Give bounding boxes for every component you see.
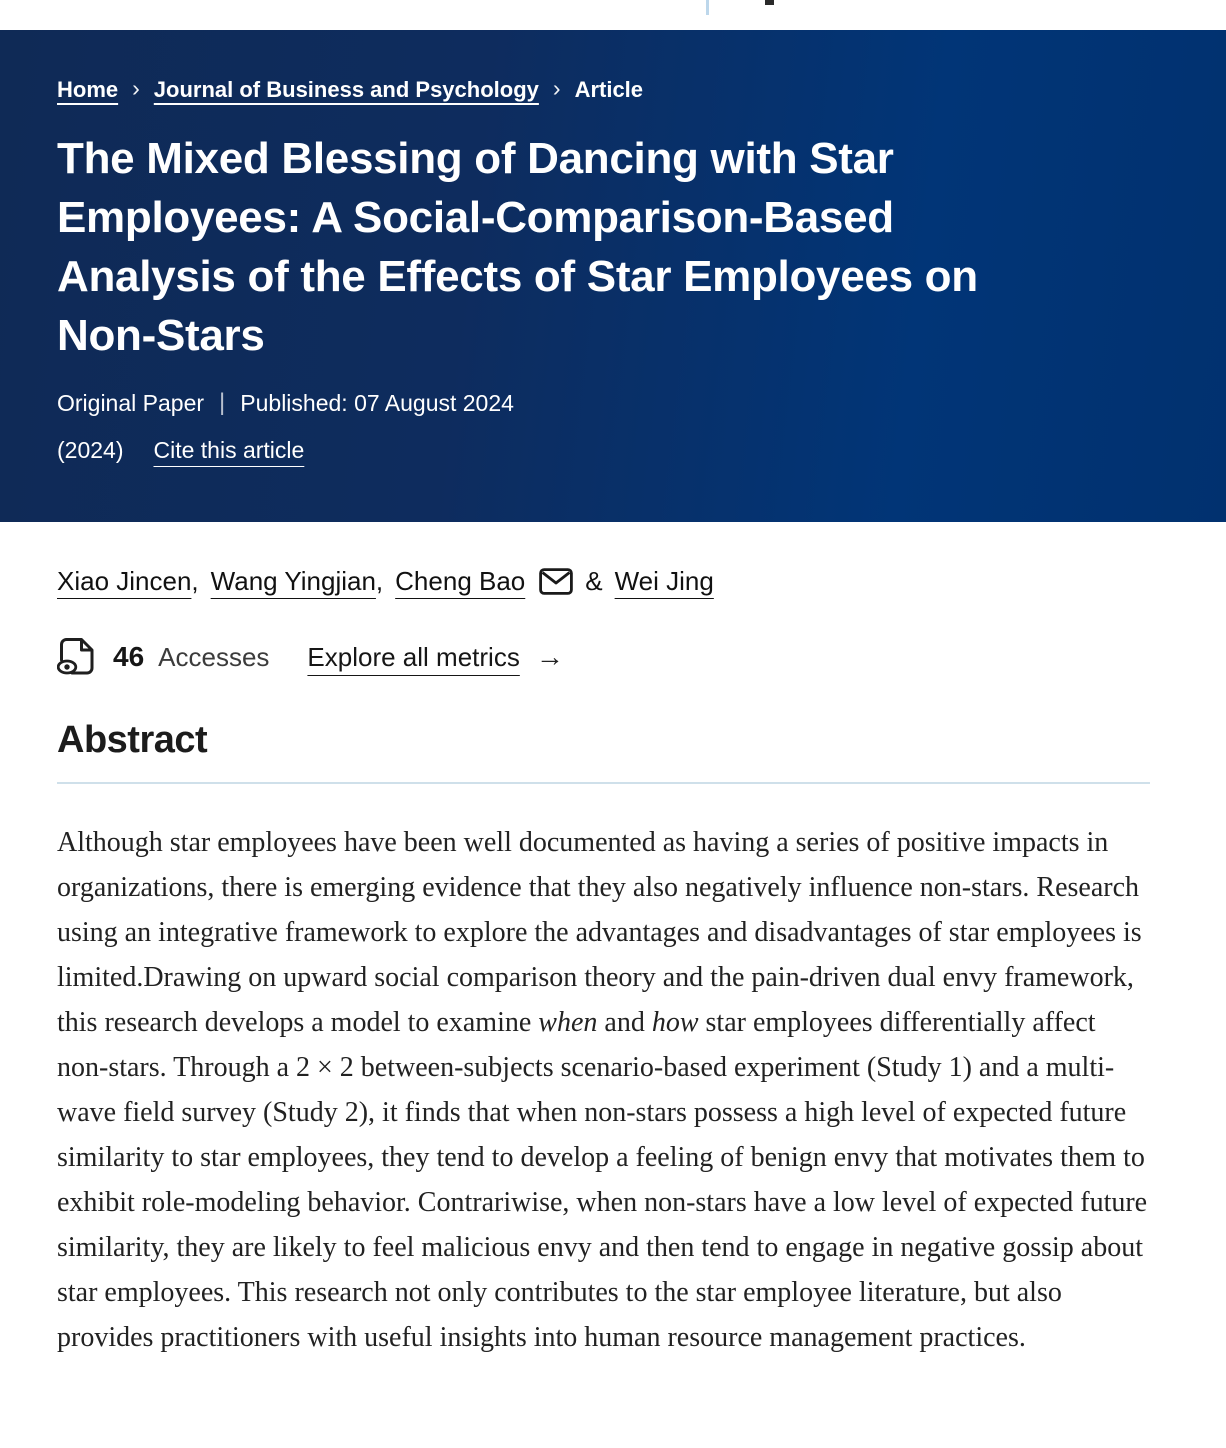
accesses-count: 46 bbox=[113, 641, 145, 672]
site-topbar bbox=[0, 0, 1226, 30]
article-title-line: Employees: A Social-Comparison-Based bbox=[57, 193, 894, 242]
arrow-right-icon[interactable]: → bbox=[535, 641, 564, 672]
article-title-line: Analysis of the Effects of Star Employee… bbox=[57, 252, 978, 301]
email-icon[interactable] bbox=[539, 568, 574, 595]
article-content: Xiao Jincen , Wang Yingjian , Cheng Bao … bbox=[0, 566, 1150, 1360]
breadcrumb-home-link[interactable]: Home bbox=[57, 76, 119, 102]
author-separator: , bbox=[375, 566, 384, 596]
section-divider bbox=[57, 782, 1150, 784]
article-title-line: The Mixed Blessing of Dancing with Star bbox=[57, 134, 894, 183]
article-title: The Mixed Blessing of Dancing with Star … bbox=[57, 129, 1152, 365]
article-header: Home › Journal of Business and Psycholog… bbox=[0, 30, 1226, 522]
author-link-wang-yingjian[interactable]: Wang Yingjian bbox=[210, 566, 376, 596]
abstract-heading: Abstract bbox=[57, 719, 208, 761]
published-date: Published: 07 August 2024 bbox=[240, 389, 514, 416]
search-icon[interactable] bbox=[765, 0, 774, 5]
breadcrumb-journal-link[interactable]: Journal of Business and Psychology bbox=[153, 76, 539, 102]
article-type-label: Original Paper bbox=[57, 389, 205, 416]
meta-divider: | bbox=[219, 389, 226, 416]
author-separator: , bbox=[191, 566, 199, 596]
chevron-right-icon: › bbox=[552, 75, 561, 101]
volume-year: (2024) bbox=[57, 437, 124, 463]
article-title-line: Non-Stars bbox=[57, 311, 265, 360]
author-link-xiao-jincen[interactable]: Xiao Jincen bbox=[57, 566, 192, 596]
breadcrumb: Home › Journal of Business and Psycholog… bbox=[57, 75, 1169, 103]
breadcrumb-article-label: Article bbox=[574, 76, 644, 102]
article-meta-secondary: (2024) Cite this article bbox=[57, 437, 1169, 464]
metrics-bar: 46 Accesses Explore all metrics → bbox=[57, 637, 1093, 677]
abstract-text: Although star employees have been well d… bbox=[57, 827, 1148, 1353]
author-list: Xiao Jincen , Wang Yingjian , Cheng Bao … bbox=[57, 566, 1093, 597]
accesses-icon bbox=[57, 637, 97, 677]
search-input-divider bbox=[706, 0, 709, 15]
author-link-wei-jing[interactable]: Wei Jing bbox=[614, 566, 714, 596]
cite-this-article-link[interactable]: Cite this article bbox=[153, 437, 305, 463]
accesses-label: Accesses bbox=[158, 641, 270, 672]
author-link-cheng-bao[interactable]: Cheng Bao bbox=[395, 566, 526, 596]
article-meta: Original Paper | Published: 07 August 20… bbox=[57, 389, 1169, 417]
author-ampersand: & bbox=[585, 566, 603, 596]
explore-all-metrics-link[interactable]: Explore all metrics bbox=[307, 641, 520, 672]
chevron-right-icon: › bbox=[132, 75, 140, 101]
